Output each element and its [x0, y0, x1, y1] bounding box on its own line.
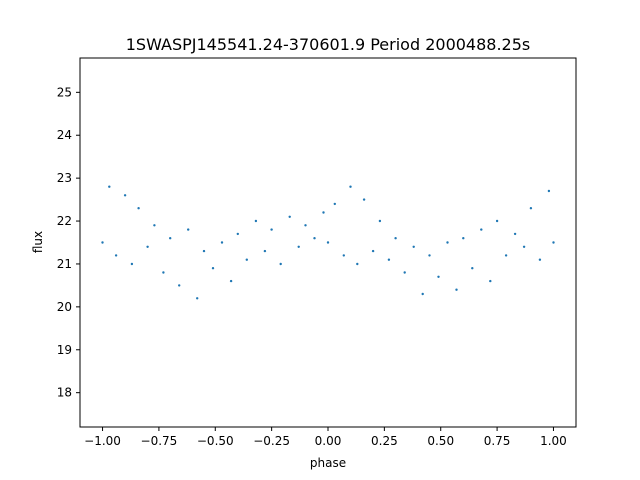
- chart-title: 1SWASPJ145541.24-370601.9 Period 2000488…: [126, 35, 531, 54]
- x-tick-label: −0.25: [253, 434, 290, 448]
- data-point: [538, 258, 542, 261]
- data-point: [270, 228, 273, 231]
- data-point: [254, 219, 258, 223]
- x-tick-label: 0.25: [371, 434, 398, 448]
- data-point: [211, 267, 215, 270]
- y-tick-label: 22: [57, 214, 72, 228]
- y-axis: 18 19 20 21 22 23 24 25: [57, 85, 80, 400]
- data-point: [371, 249, 375, 253]
- x-tick-label: 0.75: [484, 434, 511, 448]
- data-point: [101, 241, 104, 244]
- data-point: [202, 249, 206, 253]
- data-point: [394, 237, 397, 240]
- data-point: [137, 207, 140, 210]
- data-point: [108, 185, 111, 188]
- data-point: [162, 271, 165, 274]
- y-tick-label: 24: [57, 128, 72, 142]
- data-point: [326, 241, 330, 244]
- data-point: [362, 198, 366, 201]
- data-point: [220, 241, 224, 244]
- x-tick-label: −0.50: [197, 434, 234, 448]
- data-point: [342, 254, 345, 257]
- data-point: [356, 262, 359, 266]
- data-point: [123, 194, 127, 197]
- data-point: [471, 267, 474, 270]
- data-point: [446, 241, 449, 244]
- data-point: [437, 275, 440, 278]
- data-point: [421, 292, 424, 296]
- data-point: [130, 262, 134, 266]
- data-point: [412, 245, 415, 248]
- data-point: [236, 232, 239, 236]
- data-point: [304, 224, 307, 227]
- x-axis-label: phase: [310, 456, 346, 470]
- data-point: [547, 189, 551, 193]
- data-point: [229, 279, 233, 283]
- data-point: [279, 262, 282, 266]
- x-tick-label: 1.00: [540, 434, 567, 448]
- data-point: [333, 202, 336, 206]
- y-axis-label: flux: [31, 231, 45, 253]
- data-point: [114, 254, 118, 257]
- y-tick-label: 25: [57, 85, 72, 99]
- data-point: [245, 258, 248, 261]
- data-point: [489, 279, 492, 283]
- y-tick-label: 23: [57, 171, 72, 185]
- data-points: [101, 185, 555, 300]
- data-point: [513, 232, 517, 236]
- y-tick-label: 20: [57, 300, 72, 314]
- y-tick-label: 18: [57, 386, 72, 400]
- y-tick-label: 21: [57, 257, 72, 271]
- data-point: [428, 254, 431, 257]
- data-point: [297, 245, 300, 248]
- data-point: [178, 284, 181, 287]
- data-point: [196, 297, 199, 300]
- data-point: [529, 207, 533, 210]
- data-point: [169, 237, 172, 240]
- data-point: [455, 288, 458, 291]
- x-tick-label: −0.75: [141, 434, 178, 448]
- data-point: [403, 271, 406, 274]
- data-point: [495, 219, 499, 223]
- data-point: [263, 249, 267, 253]
- data-point: [187, 228, 190, 231]
- x-tick-label: 0.00: [315, 434, 342, 448]
- data-point: [378, 219, 382, 223]
- x-tick-label: −1.00: [84, 434, 121, 448]
- data-point: [288, 215, 291, 218]
- data-point: [552, 241, 555, 244]
- data-point: [504, 254, 508, 257]
- data-point: [522, 245, 526, 248]
- y-tick-label: 19: [57, 343, 72, 357]
- data-point: [462, 237, 465, 240]
- data-point: [387, 258, 391, 261]
- data-point: [153, 224, 156, 227]
- data-point: [322, 211, 325, 214]
- data-point: [146, 245, 149, 248]
- data-point: [349, 185, 352, 188]
- data-point: [313, 237, 316, 240]
- x-tick-label: 0.50: [427, 434, 454, 448]
- data-point: [480, 228, 483, 231]
- x-axis: −1.00 −0.75 −0.50 −0.25 0.00 0.25 0.50 0.75 1.00: [84, 427, 567, 448]
